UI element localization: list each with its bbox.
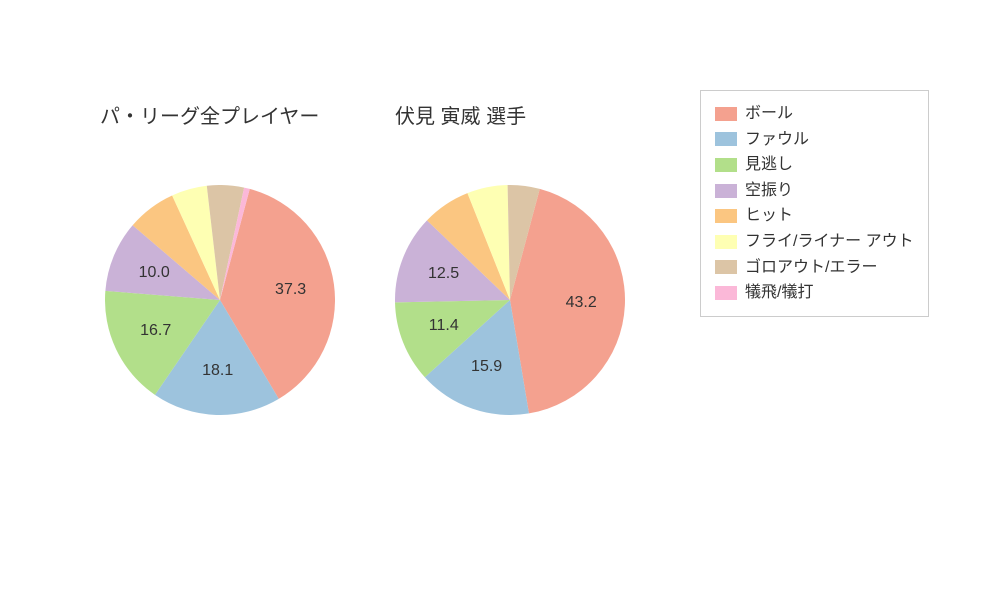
pie-right: 43.2 15.9 11.4 12.5 bbox=[395, 185, 625, 415]
pie-slice-label: 10.0 bbox=[139, 264, 170, 282]
legend-label: 空振り bbox=[745, 178, 793, 204]
legend-label: ファウル bbox=[745, 127, 809, 153]
legend-label: ヒット bbox=[745, 203, 793, 229]
legend-row: ゴロアウト/エラー bbox=[715, 255, 914, 281]
legend-label: 見逃し bbox=[745, 152, 793, 178]
chart-stage: パ・リーグ全プレイヤー 37.3 18.1 16.7 10.0 伏見 寅威 選手 43… bbox=[0, 0, 1000, 600]
legend-swatch bbox=[715, 209, 737, 223]
legend-row: ヒット bbox=[715, 203, 914, 229]
legend-row: フライ/ライナー アウト bbox=[715, 229, 914, 255]
pie-slice-label: 11.4 bbox=[429, 317, 459, 335]
legend-row: 見逃し bbox=[715, 152, 914, 178]
pie-svg bbox=[105, 185, 335, 415]
pie-left-title: パ・リーグ全プレイヤー bbox=[100, 100, 319, 129]
pie-slice-label: 12.5 bbox=[428, 265, 459, 283]
legend-label: ボール bbox=[745, 101, 793, 127]
legend-row: 空振り bbox=[715, 178, 914, 204]
legend-label: ゴロアウト/エラー bbox=[745, 255, 877, 281]
legend-row: 犠飛/犠打 bbox=[715, 280, 914, 306]
legend-swatch bbox=[715, 132, 737, 146]
legend-swatch bbox=[715, 286, 737, 300]
legend-swatch bbox=[715, 107, 737, 121]
legend-row: ボール bbox=[715, 101, 914, 127]
legend-swatch bbox=[715, 184, 737, 198]
pie-slice-label: 15.9 bbox=[471, 358, 502, 376]
legend-label: フライ/ライナー アウト bbox=[745, 229, 914, 255]
legend-label: 犠飛/犠打 bbox=[745, 280, 813, 306]
pie-slice-label: 18.1 bbox=[202, 362, 233, 380]
legend: ボールファウル見逃し空振りヒットフライ/ライナー アウトゴロアウト/エラー犠飛/… bbox=[700, 90, 929, 317]
pie-slice-label: 37.3 bbox=[275, 281, 306, 299]
pie-right-title: 伏見 寅威 選手 bbox=[395, 100, 526, 129]
pie-slice-label: 43.2 bbox=[566, 294, 597, 312]
pie-left: 37.3 18.1 16.7 10.0 bbox=[105, 185, 335, 415]
legend-row: ファウル bbox=[715, 127, 914, 153]
legend-swatch bbox=[715, 260, 737, 274]
pie-slice-label: 16.7 bbox=[140, 322, 171, 340]
legend-swatch bbox=[715, 235, 737, 249]
legend-swatch bbox=[715, 158, 737, 172]
